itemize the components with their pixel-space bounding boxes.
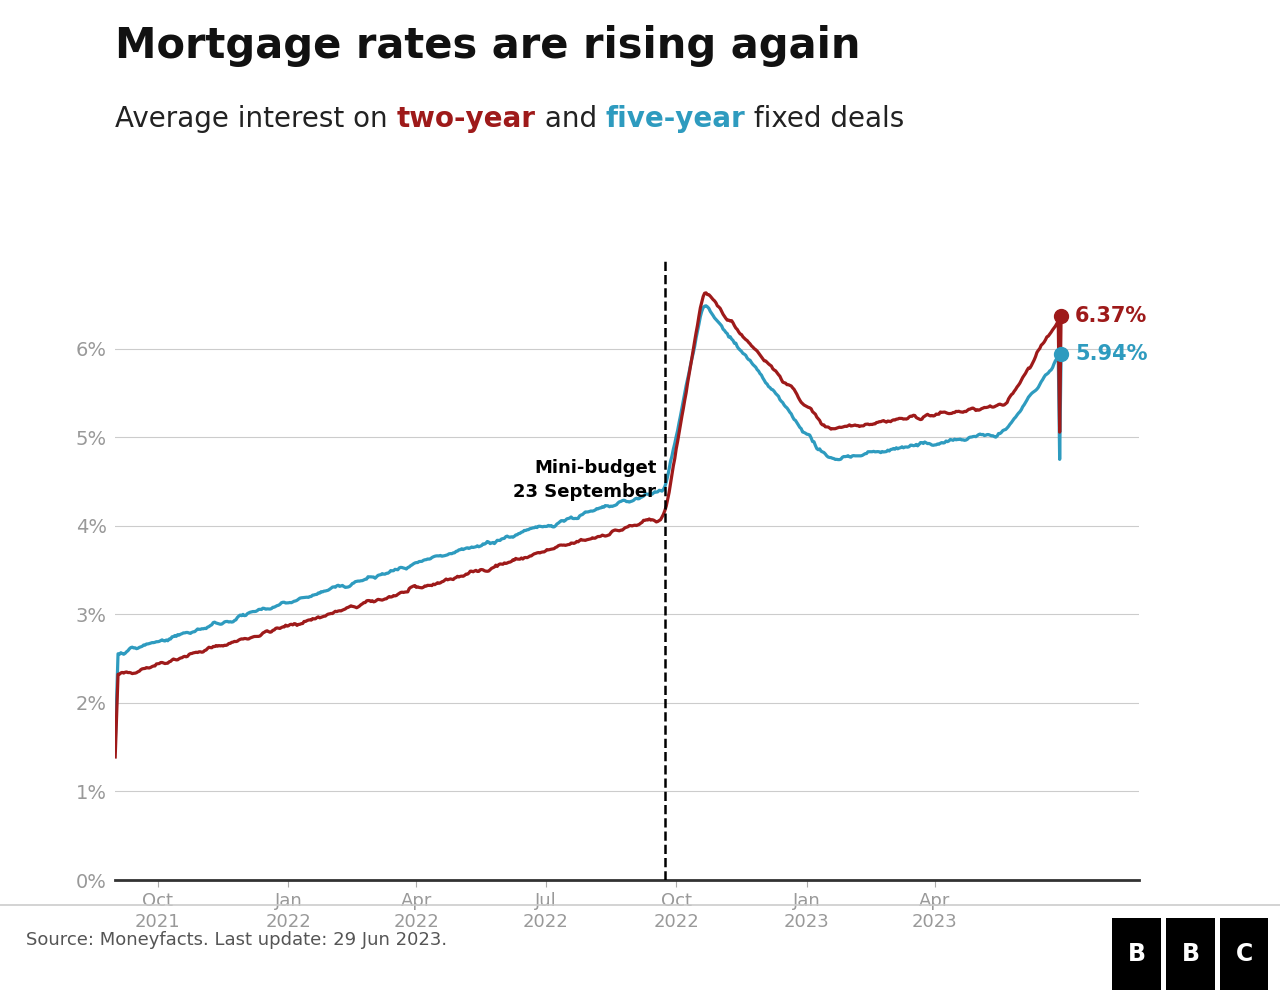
Text: 5.94%: 5.94% — [1075, 344, 1147, 364]
Text: fixed deals: fixed deals — [745, 105, 905, 133]
Text: B: B — [1128, 942, 1146, 966]
Point — [1051, 308, 1071, 324]
Text: C: C — [1235, 942, 1253, 966]
Text: and: and — [536, 105, 605, 133]
Text: Mini-budget
23 September: Mini-budget 23 September — [513, 459, 657, 501]
Text: two-year: two-year — [397, 105, 536, 133]
Text: 6.37%: 6.37% — [1075, 306, 1147, 326]
Point — [1051, 346, 1071, 362]
Text: Mortgage rates are rising again: Mortgage rates are rising again — [115, 25, 860, 67]
Text: Source: Moneyfacts. Last update: 29 Jun 2023.: Source: Moneyfacts. Last update: 29 Jun … — [26, 931, 447, 949]
Text: B: B — [1181, 942, 1199, 966]
Text: Average interest on: Average interest on — [115, 105, 397, 133]
Text: five-year: five-year — [605, 105, 745, 133]
